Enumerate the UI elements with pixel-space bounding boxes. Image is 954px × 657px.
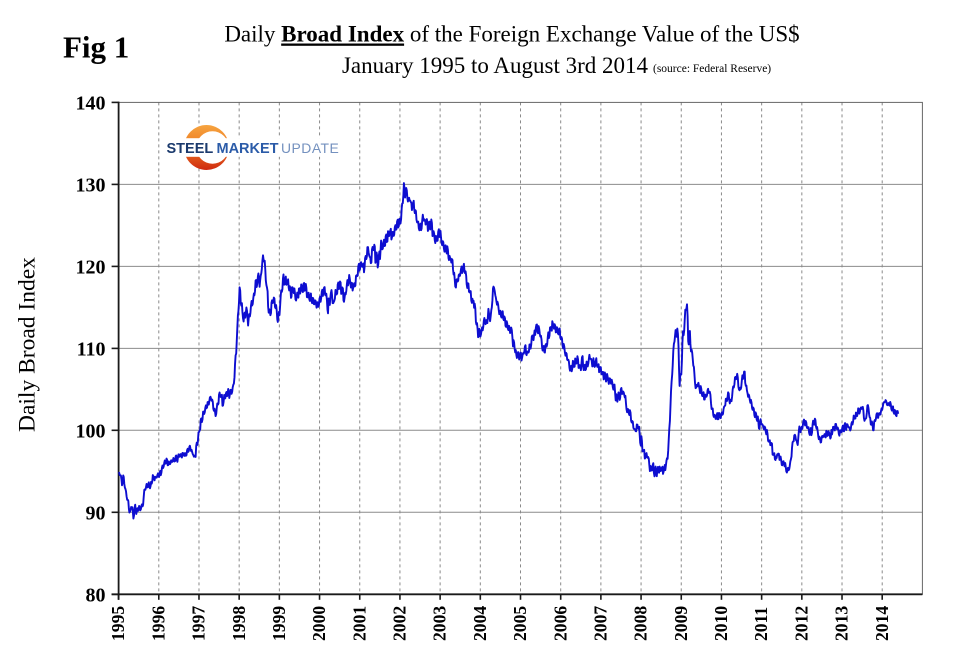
svg-text:2014: 2014	[872, 606, 892, 641]
svg-text:80: 80	[86, 584, 106, 606]
svg-text:Daily Broad Index: Daily Broad Index	[15, 257, 41, 432]
svg-text:90: 90	[86, 502, 106, 524]
svg-text:2009: 2009	[671, 606, 691, 641]
svg-text:2008: 2008	[631, 606, 651, 641]
svg-text:100: 100	[76, 420, 106, 442]
svg-text:2007: 2007	[590, 606, 610, 641]
svg-text:1997: 1997	[189, 606, 209, 641]
svg-text:2000: 2000	[309, 606, 329, 641]
svg-text:110: 110	[77, 338, 106, 360]
svg-text:Daily Broad Index of the Forei: Daily Broad Index of the Foreign Exchang…	[224, 22, 799, 47]
svg-text:2005: 2005	[510, 606, 530, 641]
svg-text:2011: 2011	[751, 607, 771, 641]
svg-text:2010: 2010	[711, 606, 731, 641]
svg-text:STEEL: STEEL	[167, 141, 214, 157]
svg-text:2004: 2004	[470, 606, 490, 641]
svg-text:MARKET: MARKET	[217, 141, 279, 157]
svg-text:(source: Federal Reserve): (source: Federal Reserve)	[653, 63, 771, 75]
svg-text:UPDATE: UPDATE	[281, 140, 339, 156]
svg-text:140: 140	[76, 92, 106, 114]
svg-text:Fig 1: Fig 1	[63, 30, 129, 65]
svg-text:January 1995 to August 3rd 201: January 1995 to August 3rd 2014	[342, 53, 649, 78]
svg-text:130: 130	[76, 174, 106, 196]
svg-text:1996: 1996	[148, 606, 168, 641]
svg-text:2013: 2013	[832, 606, 852, 641]
svg-text:2012: 2012	[791, 606, 811, 641]
svg-text:2006: 2006	[550, 606, 570, 641]
svg-text:1998: 1998	[229, 606, 249, 641]
svg-text:2002: 2002	[390, 606, 410, 641]
svg-text:2001: 2001	[349, 606, 369, 641]
svg-text:120: 120	[76, 256, 106, 278]
svg-text:1999: 1999	[269, 606, 289, 641]
svg-text:2003: 2003	[430, 606, 450, 641]
svg-text:1995: 1995	[108, 606, 128, 641]
